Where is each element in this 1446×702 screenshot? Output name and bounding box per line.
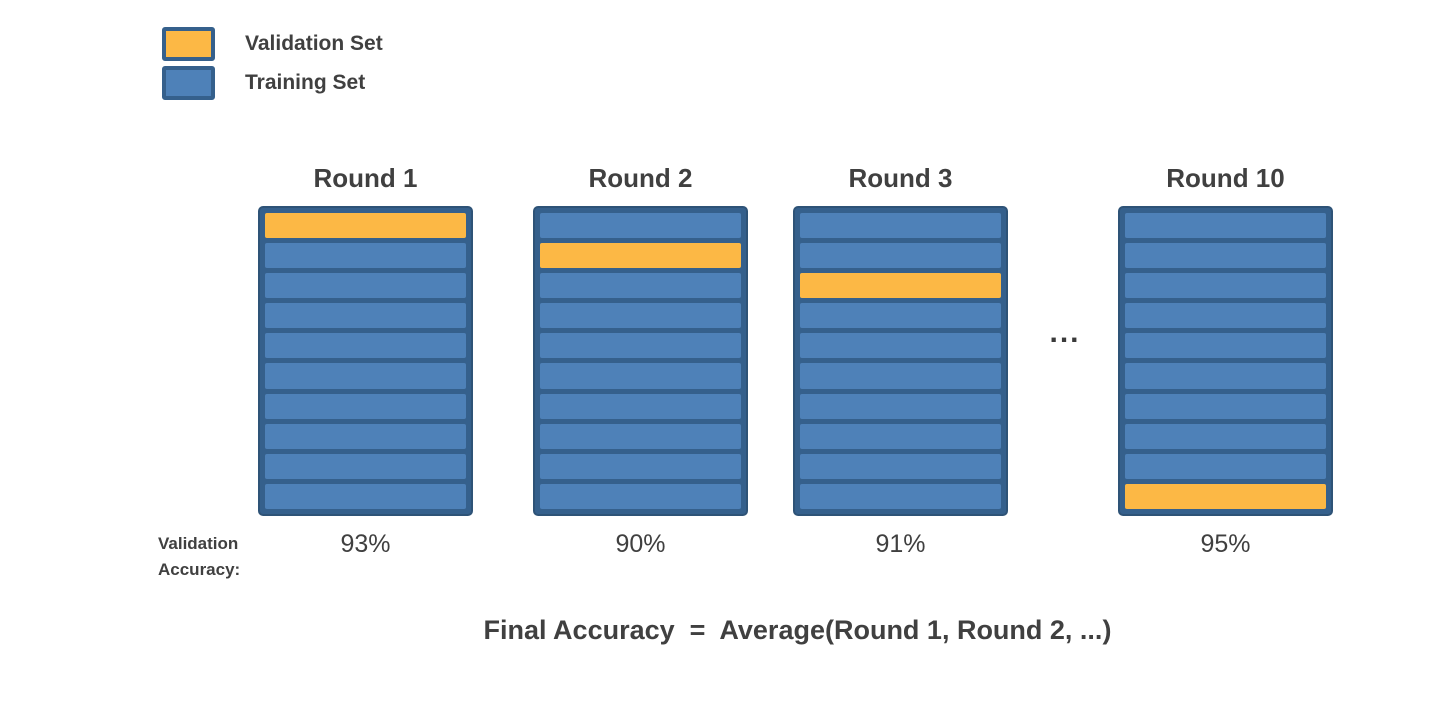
round-column-3: Round 3 91% <box>793 150 1008 559</box>
fold-stack <box>533 206 748 516</box>
validation-fold <box>265 213 466 239</box>
training-fold <box>265 333 466 359</box>
round-accuracy: 93% <box>340 530 391 558</box>
training-fold <box>265 483 466 509</box>
training-fold <box>800 303 1001 329</box>
training-fold <box>1125 393 1326 419</box>
training-fold <box>800 363 1001 389</box>
training-fold <box>265 393 466 419</box>
training-fold <box>1125 333 1326 359</box>
validation-fold <box>1125 483 1326 509</box>
training-fold <box>265 243 466 269</box>
training-fold <box>540 483 741 509</box>
training-fold <box>540 453 741 479</box>
training-fold <box>1125 453 1326 479</box>
round-column-2: Round 2 90% <box>533 150 748 559</box>
legend-row-validation: Validation Set <box>162 27 383 61</box>
legend-row-training: Training Set <box>162 66 383 100</box>
training-set-swatch <box>162 66 215 100</box>
training-fold <box>800 243 1001 269</box>
training-fold <box>540 393 741 419</box>
round-column-4: Round 10 95% <box>1118 150 1333 559</box>
training-fold <box>265 363 466 389</box>
round-accuracy: 90% <box>615 530 666 558</box>
training-fold <box>800 333 1001 359</box>
training-fold <box>265 303 466 329</box>
training-fold <box>540 333 741 359</box>
validation-accuracy-label: Validation Accuracy: <box>158 534 241 580</box>
training-fold <box>800 393 1001 419</box>
training-fold <box>1125 273 1326 299</box>
legend-label-training: Training Set <box>245 71 366 94</box>
training-fold <box>800 423 1001 449</box>
training-fold <box>540 273 741 299</box>
round-column-1: Round 1 93% <box>258 150 473 559</box>
legend: Validation Set Training Set <box>162 27 383 105</box>
training-fold <box>800 213 1001 239</box>
training-fold <box>1125 423 1326 449</box>
training-fold <box>540 213 741 239</box>
round-title: Round 3 <box>848 162 953 193</box>
final-accuracy-formula: Final Accuracy = Average(Round 1, Round … <box>483 615 1112 645</box>
training-fold <box>540 303 741 329</box>
round-title: Round 2 <box>588 162 693 193</box>
fold-stack <box>1118 206 1333 516</box>
training-fold <box>265 273 466 299</box>
validation-fold <box>800 273 1001 299</box>
training-fold <box>800 483 1001 509</box>
legend-label-validation: Validation Set <box>245 32 383 55</box>
round-accuracy: 91% <box>875 530 926 558</box>
training-fold <box>800 453 1001 479</box>
training-fold <box>1125 213 1326 239</box>
round-title: Round 1 <box>313 162 418 193</box>
training-fold <box>540 423 741 449</box>
training-fold <box>1125 303 1326 329</box>
training-fold <box>265 423 466 449</box>
training-fold <box>265 453 466 479</box>
fold-stack <box>793 206 1008 516</box>
training-fold <box>540 363 741 389</box>
validation-set-swatch <box>162 27 215 61</box>
fold-stack <box>258 206 473 516</box>
validation-fold <box>540 243 741 269</box>
training-fold <box>1125 363 1326 389</box>
ellipsis-between-rounds: ... <box>1049 316 1081 349</box>
training-fold <box>1125 243 1326 269</box>
round-title: Round 10 <box>1166 162 1285 193</box>
round-accuracy: 95% <box>1200 530 1251 558</box>
